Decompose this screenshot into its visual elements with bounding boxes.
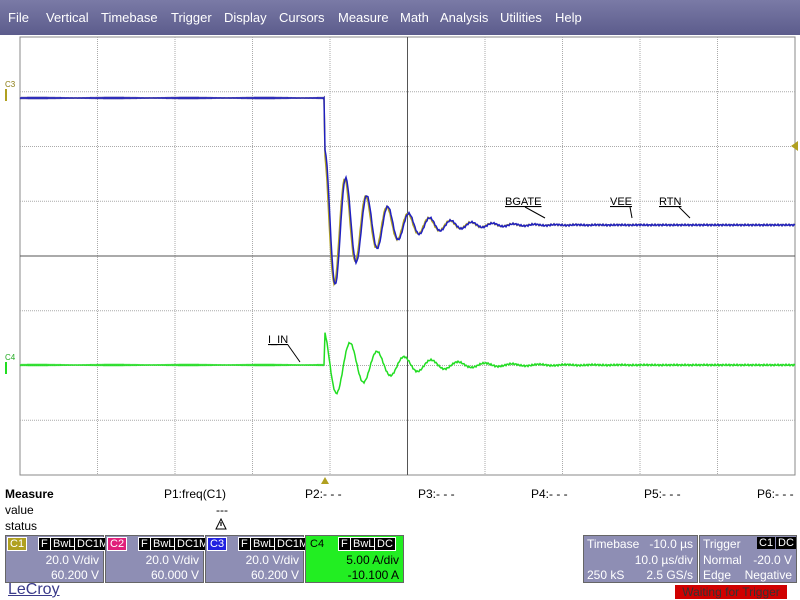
menu-item[interactable]: Help: [555, 10, 582, 25]
channel-flag: F: [138, 537, 151, 551]
channel-box[interactable]: C3 F BwL DC1M 20.0 V/div 60.200 V: [205, 535, 312, 583]
measure-param[interactable]: P4:- - -: [531, 487, 568, 501]
trigger-time-arrow: [321, 477, 329, 484]
timebase-box[interactable]: Timebase -10.0 µs 10.0 µs/div 250 kS 2.5…: [583, 535, 698, 583]
timebase-title: Timebase: [587, 537, 640, 551]
menu-item[interactable]: File: [8, 10, 29, 25]
channel-flag: BwL: [350, 537, 378, 551]
marker-bar: [5, 362, 7, 374]
status-message: Waiting for Trigger: [675, 585, 787, 599]
channel-name: C1: [7, 537, 28, 551]
label-leader: [287, 344, 301, 363]
menu-item[interactable]: Utilities: [500, 10, 542, 25]
menu-item[interactable]: Vertical: [46, 10, 89, 25]
row-label: value: [5, 503, 34, 517]
trigger-mode: Normal: [703, 553, 742, 567]
channel-box[interactable]: C2 F BwL DC1M 20.0 V/div 60.000 V: [105, 535, 212, 583]
menu-bar: File Vertical Timebase Trigger Display Cursor…: [0, 0, 800, 35]
menu-item[interactable]: Trigger: [171, 10, 212, 25]
row-label: status: [5, 519, 38, 533]
channel-box[interactable]: C1 F BwL DC1M 20.0 V/div 60.200 V: [5, 535, 112, 583]
channel-flag: F: [38, 537, 51, 551]
channel-offset: 60.000 V: [150, 568, 199, 582]
trigger-source: C1: [757, 537, 776, 549]
channel-scale: 5.00 A/div: [346, 553, 399, 567]
label-leader: [678, 206, 691, 219]
measure-title: Measure: [5, 487, 54, 501]
measure-param[interactable]: P3:- - -: [418, 487, 455, 501]
trigger-level-arrow: [791, 141, 798, 151]
timebase-delay: -10.0 µs: [649, 537, 693, 551]
channel-name: C3: [207, 537, 228, 551]
trigger-box[interactable]: Trigger C1 DC Normal -20.0 V Edge Negati…: [699, 535, 797, 583]
trigger-title: Trigger: [703, 537, 741, 551]
timebase-rate: 2.5 GS/s: [646, 568, 693, 582]
channel-marker: C3: [5, 80, 16, 89]
measure-param[interactable]: P5:- - -: [644, 487, 681, 501]
trace-c3: [19, 95, 796, 285]
trace-label: I_IN: [268, 334, 288, 346]
channel-flag: F: [238, 537, 251, 551]
timebase-scale: 10.0 µs/div: [634, 553, 693, 567]
channel-flag: F: [338, 537, 351, 551]
channel-offset: -10.100 A: [347, 568, 399, 582]
trigger-slope: Negative: [744, 568, 792, 582]
marker-bar: [5, 89, 7, 101]
channel-offset: 60.200 V: [250, 568, 299, 582]
channel-flag: DC1M: [274, 537, 312, 551]
menu-item[interactable]: Timebase: [101, 10, 158, 25]
trigger-coupling: DC: [776, 537, 796, 549]
trace-label: RTN: [659, 196, 681, 208]
label-leader: [629, 206, 633, 219]
measure-value: ---: [216, 503, 228, 517]
trace-label: VEE: [610, 196, 632, 208]
menu-item[interactable]: Display: [224, 10, 267, 25]
measure-param[interactable]: P2:- - -: [305, 487, 342, 501]
menu-item[interactable]: Math: [400, 10, 429, 25]
channel-flag: DC: [374, 537, 396, 551]
channel-scale: 20.0 V/div: [145, 553, 199, 567]
scope-display: BGATE VEE RTN I_IN C3 C4: [5, 36, 798, 484]
trace-c4: [19, 332, 796, 395]
measure-param[interactable]: P6:- - -: [757, 487, 794, 501]
menu-item[interactable]: Analysis: [440, 10, 489, 25]
warning-icon: [215, 518, 227, 530]
channel-name: C4: [307, 537, 328, 551]
menu-item[interactable]: Measure: [338, 10, 389, 25]
channel-marker: C4: [5, 353, 16, 362]
channel-flag: DC1M: [74, 537, 112, 551]
channel-box[interactable]: C4 F BwL DC 5.00 A/div -10.100 A: [305, 535, 404, 583]
channel-offset: 60.200 V: [50, 568, 99, 582]
channel-name: C2: [107, 537, 128, 551]
timebase-samples: 250 kS: [587, 568, 625, 582]
channel-scale: 20.0 V/div: [45, 553, 99, 567]
trigger-type: Edge: [703, 568, 732, 582]
channel-flag: DC1M: [174, 537, 212, 551]
trigger-level: -20.0 V: [753, 553, 792, 567]
measure-param[interactable]: P1:freq(C1): [164, 487, 227, 501]
brand-logo: LeCroy: [8, 581, 60, 598]
label-leader: [524, 206, 546, 219]
channel-scale: 20.0 V/div: [245, 553, 299, 567]
trace-label: BGATE: [505, 196, 541, 208]
menu-item[interactable]: Cursors: [279, 10, 325, 25]
